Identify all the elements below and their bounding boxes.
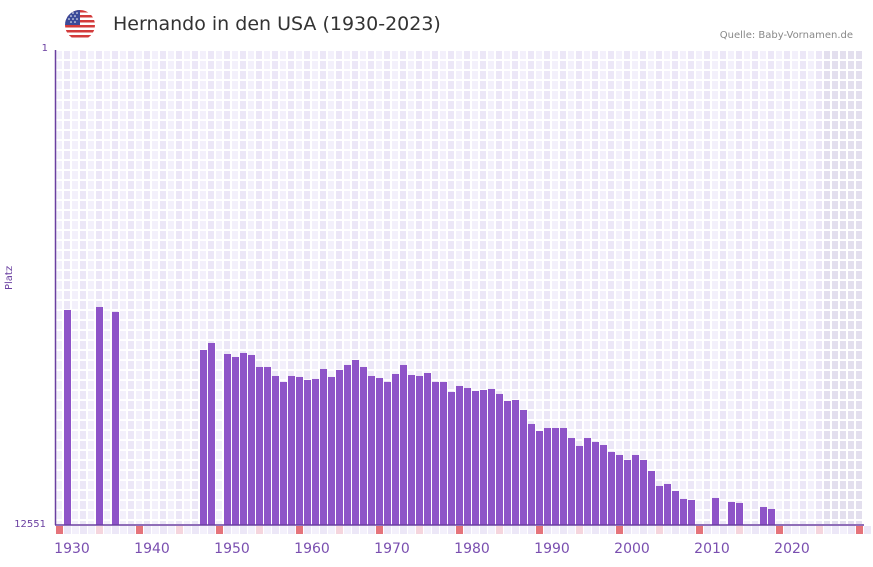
bar-1935[interactable]	[112, 311, 119, 525]
bar-1952[interactable]	[248, 354, 255, 525]
bar-1970[interactable]	[392, 373, 399, 525]
bar-1987[interactable]	[528, 423, 535, 525]
bar-2016[interactable]	[760, 506, 767, 525]
bar-1963[interactable]	[336, 369, 343, 525]
x-tick-1980: 1980	[454, 541, 490, 557]
bar-1979[interactable]	[464, 387, 471, 525]
bar-2017[interactable]	[768, 508, 775, 525]
bar-2012[interactable]	[728, 501, 735, 525]
us-flag-icon	[65, 10, 95, 40]
bar-1988[interactable]	[536, 430, 543, 525]
bar-1966[interactable]	[360, 366, 367, 525]
bar-1965[interactable]	[352, 359, 359, 525]
bar-1974[interactable]	[424, 373, 431, 525]
bar-1989[interactable]	[544, 427, 551, 525]
bar-1992[interactable]	[568, 437, 575, 525]
bar-1953[interactable]	[256, 366, 263, 525]
bar-1993[interactable]	[576, 445, 583, 525]
bar-1956[interactable]	[280, 381, 287, 525]
chart-title: Hernando in den USA (1930-2023)	[113, 13, 441, 35]
bar-1950[interactable]	[232, 356, 239, 525]
bar-1986[interactable]	[520, 409, 527, 525]
bar-1984[interactable]	[504, 400, 511, 525]
y-tick-top: 1	[41, 43, 48, 54]
bar-1973[interactable]	[416, 375, 423, 525]
bar-1985[interactable]	[512, 399, 519, 525]
bar-1961[interactable]	[320, 368, 327, 525]
bar-2005[interactable]	[672, 490, 679, 525]
x-tick-2020: 2020	[774, 541, 810, 557]
bar-1978[interactable]	[456, 385, 463, 525]
bar-1980[interactable]	[472, 390, 479, 525]
bar-2004[interactable]	[664, 483, 671, 525]
bar-1977[interactable]	[448, 392, 455, 525]
bar-1968[interactable]	[376, 377, 383, 525]
bar-1982[interactable]	[488, 388, 495, 525]
x-tick-1990: 1990	[534, 541, 570, 557]
bar-1991[interactable]	[560, 427, 567, 525]
bar-1946[interactable]	[200, 349, 207, 525]
bar-1997[interactable]	[608, 451, 615, 525]
bar-1981[interactable]	[480, 389, 487, 525]
x-tick-2010: 2010	[694, 541, 730, 557]
y-tick-bottom: 12551	[14, 519, 46, 530]
x-tick-1970: 1970	[374, 541, 410, 557]
bar-1976[interactable]	[440, 381, 447, 525]
bar-1971[interactable]	[400, 364, 407, 525]
bar-1996[interactable]	[600, 444, 607, 525]
bar-2006[interactable]	[680, 498, 687, 525]
bar-1983[interactable]	[496, 393, 503, 525]
bar-2013[interactable]	[736, 502, 743, 525]
x-tick-1950: 1950	[214, 541, 250, 557]
bar-1954[interactable]	[264, 366, 271, 525]
bar-1972[interactable]	[408, 375, 415, 525]
bar-2002[interactable]	[648, 470, 655, 525]
bar-1999[interactable]	[624, 459, 631, 525]
bar-2001[interactable]	[640, 459, 647, 525]
bar-1949[interactable]	[224, 354, 231, 525]
bar-1995[interactable]	[592, 441, 599, 525]
bar-2000[interactable]	[632, 454, 639, 525]
bar-1967[interactable]	[368, 375, 375, 525]
bar-1998[interactable]	[616, 454, 623, 525]
bar-1964[interactable]	[344, 364, 351, 525]
bar-2007[interactable]	[688, 499, 695, 525]
bar-1955[interactable]	[272, 375, 279, 525]
bar-2010[interactable]	[712, 497, 719, 525]
bar-1933[interactable]	[96, 306, 103, 525]
bar-1994[interactable]	[584, 437, 591, 525]
bar-1957[interactable]	[288, 375, 295, 525]
bar-2003[interactable]	[656, 485, 663, 525]
x-tick-2000: 2000	[614, 541, 650, 557]
bar-1969[interactable]	[384, 381, 391, 525]
bar-1960[interactable]	[312, 378, 319, 525]
bar-1958[interactable]	[296, 376, 303, 525]
bar-1990[interactable]	[552, 427, 559, 525]
source-credit: Quelle: Baby-Vornamen.de	[719, 30, 853, 41]
x-tick-1960: 1960	[294, 541, 330, 557]
decade-markers	[56, 526, 871, 534]
bar-1951[interactable]	[240, 352, 247, 525]
bars	[64, 306, 775, 525]
bar-1959[interactable]	[304, 380, 311, 525]
bar-1947[interactable]	[208, 342, 215, 525]
bar-1962[interactable]	[328, 376, 335, 525]
x-tick-1940: 1940	[134, 541, 170, 557]
x-tick-1930: 1930	[54, 541, 90, 557]
bar-1975[interactable]	[432, 381, 439, 525]
bar-1929[interactable]	[64, 309, 71, 525]
